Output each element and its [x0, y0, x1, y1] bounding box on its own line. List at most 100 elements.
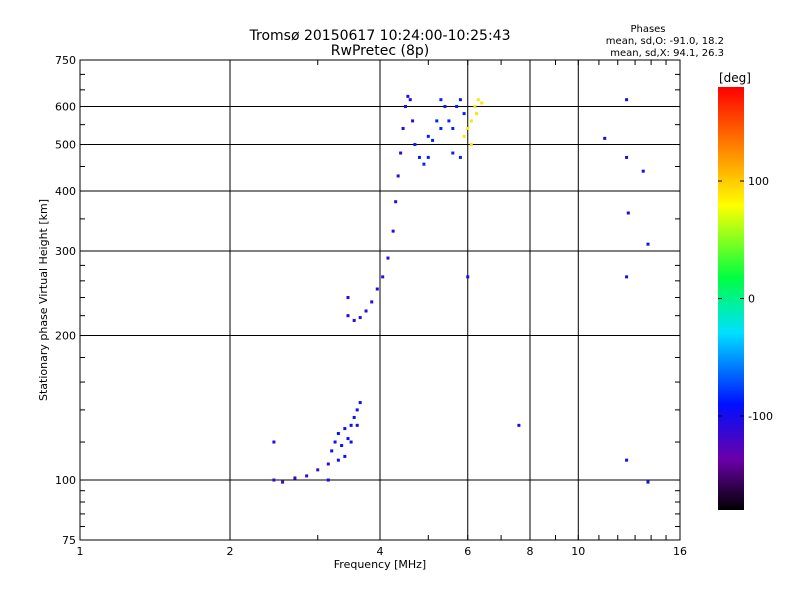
data-point	[326, 462, 330, 466]
data-point	[349, 440, 353, 444]
data-point	[443, 105, 447, 109]
data-point	[346, 314, 350, 318]
data-point	[646, 480, 650, 484]
data-point	[626, 211, 630, 215]
plot-grid	[80, 60, 680, 540]
data-point	[625, 458, 629, 462]
y-tick-label: 750	[55, 54, 76, 67]
data-point	[281, 480, 285, 484]
data-point	[641, 169, 645, 173]
data-point	[411, 119, 415, 123]
data-point	[343, 427, 347, 431]
x-axis-label: Frequency [MHz]	[334, 558, 426, 571]
data-points	[272, 94, 650, 484]
data-point	[333, 440, 337, 444]
data-point	[381, 275, 385, 279]
y-tick-label: 600	[55, 101, 76, 114]
colorbar-label: [deg]	[719, 71, 751, 85]
axis-ticks	[79, 60, 681, 540]
data-point	[439, 126, 443, 130]
data-point	[469, 143, 473, 147]
data-point	[413, 143, 417, 147]
data-point	[476, 98, 480, 102]
data-point	[625, 155, 629, 159]
data-point	[462, 134, 466, 138]
data-point	[401, 126, 405, 130]
x-tick-label: 8	[527, 545, 534, 558]
y-tick-label: 200	[55, 330, 76, 343]
data-point	[435, 119, 439, 123]
phase-info-x: mean, sd,X: 94.1, 26.3	[610, 48, 724, 59]
data-point	[316, 468, 320, 472]
y-tick-labels: 75 100 200 300 400 500 600 750	[55, 54, 76, 547]
data-point	[370, 300, 374, 304]
data-point	[475, 112, 479, 116]
phase-info-title: Phases	[630, 24, 665, 35]
data-point	[469, 119, 473, 123]
data-point	[355, 423, 359, 427]
data-point	[422, 162, 426, 166]
data-point	[346, 437, 350, 441]
colorbar-tick-label: 100	[748, 175, 769, 188]
x-tick-label: 1	[77, 545, 84, 558]
data-point	[326, 478, 330, 482]
data-point	[352, 415, 356, 419]
data-point	[399, 151, 403, 155]
chart-subtitle: RwPretec (8p)	[331, 43, 429, 59]
x-tick-label: 2	[227, 545, 234, 558]
data-point	[403, 105, 407, 109]
data-point	[458, 155, 462, 159]
data-point	[293, 476, 297, 480]
data-point	[272, 478, 276, 482]
data-point	[408, 98, 412, 102]
y-tick-label: 300	[55, 245, 76, 258]
data-point	[439, 98, 443, 102]
data-point	[473, 105, 477, 109]
phase-info-o: mean, sd,O: -91.0, 18.2	[606, 36, 724, 47]
data-point	[426, 134, 430, 138]
data-point	[355, 408, 359, 412]
data-point	[352, 318, 356, 322]
x-tick-label: 16	[673, 545, 687, 558]
data-point	[426, 155, 430, 159]
data-point	[417, 155, 421, 159]
data-point	[349, 423, 353, 427]
y-tick-label: 400	[55, 185, 76, 198]
data-point	[646, 242, 650, 246]
data-point	[466, 275, 470, 279]
data-point	[455, 105, 459, 109]
data-point	[458, 98, 462, 102]
data-point	[517, 423, 521, 427]
data-point	[451, 126, 455, 130]
data-point	[625, 275, 629, 279]
x-tick-labels: 1 2 4 6 8 10 16	[77, 545, 688, 558]
data-point	[462, 112, 466, 116]
data-point	[391, 229, 395, 233]
x-tick-label: 10	[571, 545, 585, 558]
y-tick-label: 75	[62, 534, 76, 547]
data-point	[340, 444, 344, 448]
data-point	[394, 200, 398, 204]
data-point	[272, 440, 276, 444]
data-point	[358, 316, 362, 320]
x-tick-label: 4	[377, 545, 384, 558]
data-point	[358, 401, 362, 405]
colorbar	[718, 87, 744, 510]
data-point	[396, 174, 400, 178]
chart-title: Tromsø 20150617 10:24:00-10:25:43	[249, 28, 511, 44]
x-tick-label: 6	[464, 545, 471, 558]
data-point	[330, 449, 334, 453]
colorbar-tick-label: -100	[748, 410, 773, 423]
data-point	[431, 138, 435, 142]
data-point	[375, 287, 379, 291]
data-point	[343, 454, 347, 458]
data-point	[346, 296, 350, 300]
data-point	[447, 119, 451, 123]
colorbar-tick-label: 0	[748, 293, 755, 306]
data-point	[386, 256, 390, 260]
data-point	[451, 151, 455, 155]
data-point	[625, 98, 629, 102]
data-point	[364, 309, 368, 313]
data-point	[336, 432, 340, 436]
